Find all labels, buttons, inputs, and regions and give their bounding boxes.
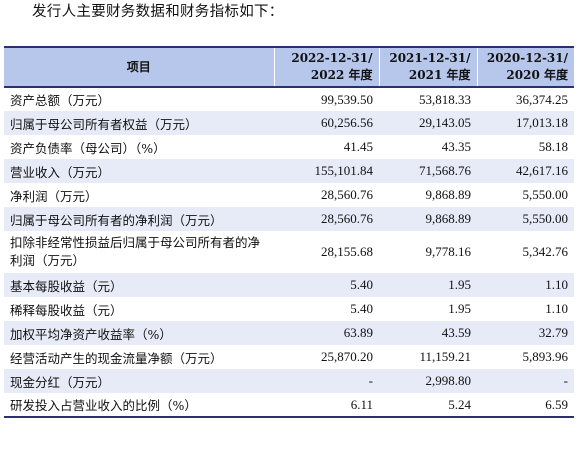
cell-2020: 1.10 [477, 273, 574, 297]
cell-2020: 17,013.18 [477, 111, 574, 135]
column-header-2022-date: 2022-12-31/ [291, 51, 373, 65]
cell-2021: 2,998.80 [379, 369, 477, 393]
financial-data-table: 项目 2022-12-31/ 2022 年度 2021-12-31/ 2021 … [4, 46, 574, 418]
cell-2020: 36,374.25 [477, 87, 574, 111]
table-row: 基本每股收益（元） 5.40 1.95 1.10 [4, 273, 574, 297]
cell-2020: 1.10 [477, 297, 574, 321]
row-label: 稀释每股收益（元） [4, 297, 274, 321]
column-header-2020-date: 2020-12-31/ [486, 51, 568, 65]
table-row: 加权平均净资产收益率（%） 63.89 43.59 32.79 [4, 321, 574, 345]
cell-2020: 5,893.96 [477, 345, 574, 369]
table-row: 营业收入（万元） 155,101.84 71,568.76 42,617.16 [4, 159, 574, 183]
cell-2022: 5.40 [274, 273, 379, 297]
table-row: 归属于母公司所有者的净利润（万元） 28,560.76 9,868.89 5,5… [4, 207, 574, 231]
cell-2022: 6.11 [274, 393, 379, 417]
cell-2021: 53,818.33 [379, 87, 477, 111]
table-row: 净利润（万元） 28,560.76 9,868.89 5,550.00 [4, 183, 574, 207]
cell-2021: 71,568.76 [379, 159, 477, 183]
table-body: 资产总额（万元） 99,539.50 53,818.33 36,374.25 归… [4, 87, 574, 417]
cell-2021: 43.35 [379, 135, 477, 159]
cell-2021: 11,159.21 [379, 345, 477, 369]
cell-2020: 58.18 [477, 135, 574, 159]
row-label: 资产总额（万元） [4, 87, 274, 111]
table-header: 项目 2022-12-31/ 2022 年度 2021-12-31/ 2021 … [4, 47, 574, 87]
cell-2021: 9,868.89 [379, 183, 477, 207]
column-header-item: 项目 [4, 47, 274, 87]
row-label: 净利润（万元） [4, 183, 274, 207]
cell-2021: 1.95 [379, 273, 477, 297]
intro-text: 发行人主要财务数据和财务指标如下： [32, 4, 284, 20]
cell-2022: 28,560.76 [274, 207, 379, 231]
cell-2021: 43.59 [379, 321, 477, 345]
table-row: 研发投入占营业收入的比例（%） 6.11 5.24 6.59 [4, 393, 574, 417]
row-label: 营业收入（万元） [4, 159, 274, 183]
row-label: 现金分红（万元） [4, 369, 274, 393]
cell-2022: 60,256.56 [274, 111, 379, 135]
cell-2022: 63.89 [274, 321, 379, 345]
cell-2022: 25,870.20 [274, 345, 379, 369]
column-header-2021: 2021-12-31/ 2021 年度 [378, 47, 477, 87]
cell-2020: 42,617.16 [477, 159, 574, 183]
row-label: 归属于母公司所有者的净利润（万元） [4, 207, 274, 231]
cell-2022: 5.40 [274, 297, 379, 321]
cell-2020: 6.59 [477, 393, 574, 417]
cell-2022: 155,101.84 [274, 159, 379, 183]
cell-2020: 5,342.76 [477, 231, 574, 273]
cell-2020: 32.79 [477, 321, 574, 345]
column-header-2021-date: 2021-12-31/ [389, 51, 471, 65]
row-label: 研发投入占营业收入的比例（%） [4, 393, 274, 417]
table-row: 稀释每股收益（元） 5.40 1.95 1.10 [4, 297, 574, 321]
cell-2021: 29,143.05 [379, 111, 477, 135]
cell-2021: 5.24 [379, 393, 477, 417]
cell-2022: - [274, 369, 379, 393]
row-label: 扣除非经常性损益后归属于母公司所有者的净利润（万元） [4, 231, 274, 273]
cell-2021: 9,868.89 [379, 207, 477, 231]
row-label: 经营活动产生的现金流量净额（万元） [4, 345, 274, 369]
column-header-2021-year: 2021 年度 [408, 68, 471, 82]
cell-2020: - [477, 369, 574, 393]
column-header-2020-year: 2020 年度 [506, 68, 568, 82]
row-label: 基本每股收益（元） [4, 273, 274, 297]
cell-2022: 28,560.76 [274, 183, 379, 207]
row-label: 资产负债率（母公司）（%） [4, 135, 274, 159]
table-row: 现金分红（万元） - 2,998.80 - [4, 369, 574, 393]
table-row: 资产负债率（母公司）（%） 41.45 43.35 58.18 [4, 135, 574, 159]
column-header-2020: 2020-12-31/ 2020 年度 [476, 47, 574, 87]
cell-2020: 5,550.00 [477, 183, 574, 207]
cell-2022: 28,155.68 [274, 231, 379, 273]
table-row: 扣除非经常性损益后归属于母公司所有者的净利润（万元） 28,155.68 9,7… [4, 231, 574, 273]
cell-2021: 9,778.16 [379, 231, 477, 273]
row-label: 归属于母公司所有者权益（万元） [4, 111, 274, 135]
cell-2021: 1.95 [379, 297, 477, 321]
cell-2022: 99,539.50 [274, 87, 379, 111]
table-row: 经营活动产生的现金流量净额（万元） 25,870.20 11,159.21 5,… [4, 345, 574, 369]
header-row: 项目 2022-12-31/ 2022 年度 2021-12-31/ 2021 … [4, 47, 574, 87]
cell-2022: 41.45 [274, 135, 379, 159]
table-row: 归属于母公司所有者权益（万元） 60,256.56 29,143.05 17,0… [4, 111, 574, 135]
column-header-2022: 2022-12-31/ 2022 年度 [273, 47, 379, 87]
table-row: 资产总额（万元） 99,539.50 53,818.33 36,374.25 [4, 87, 574, 111]
row-label: 加权平均净资产收益率（%） [4, 321, 274, 345]
column-header-2022-year: 2022 年度 [310, 68, 373, 82]
cell-2020: 5,550.00 [477, 207, 574, 231]
